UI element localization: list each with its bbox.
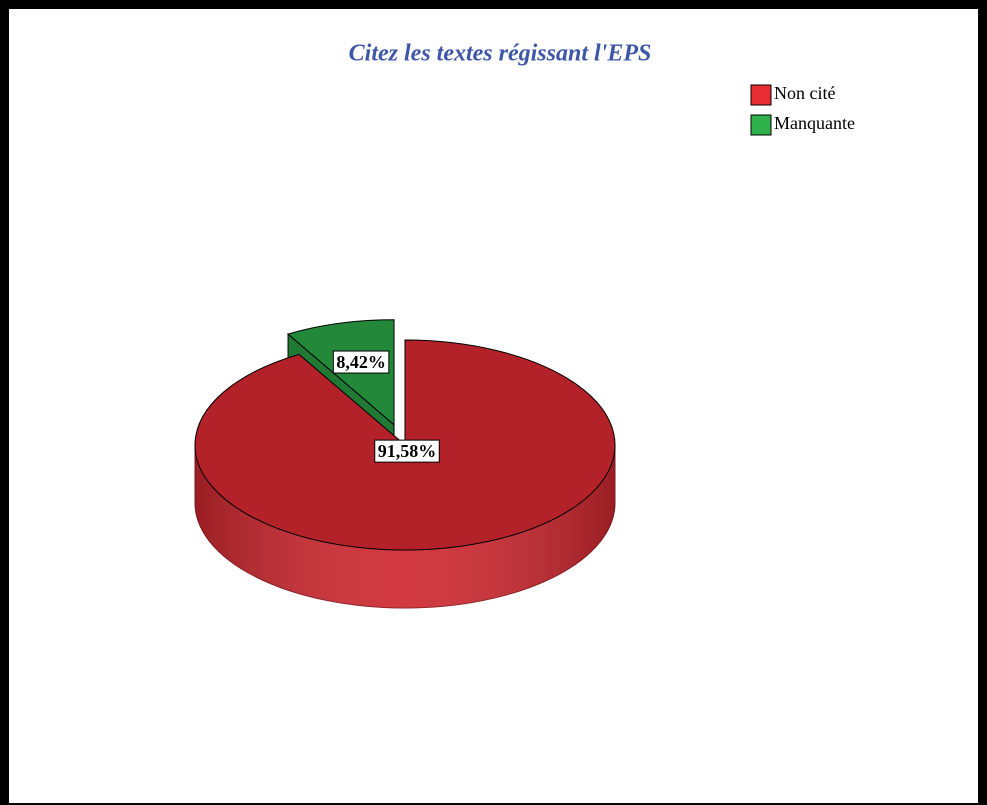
value-label-text: 8,42% [336,352,386,372]
pie-side-shade [195,445,615,608]
chart-title: Citez les textes régissant l'EPS [349,41,652,67]
value-label-box [332,350,390,374]
value-label-text: 91,58% [378,441,437,461]
chart: Citez les textes régissant l'EPS 91,58% 8… [194,41,855,609]
value-label-box [374,439,440,463]
value-label: 91,58% [374,439,440,463]
legend-label: Manquante [774,113,855,133]
legend-swatch [750,84,772,106]
value-label: 8,42% [332,350,390,374]
legend-swatch [750,114,772,136]
legend-label: Non cité [774,83,835,103]
